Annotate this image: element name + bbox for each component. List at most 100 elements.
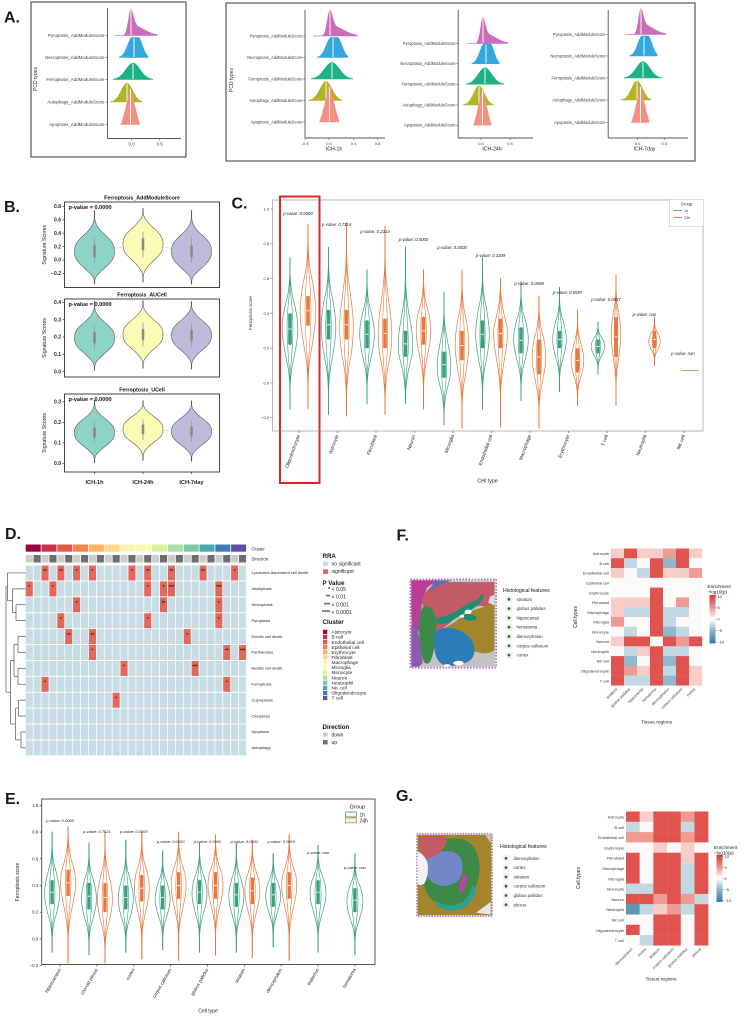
svg-text:p-value: 0.0000: p-value: 0.0000: [45, 818, 74, 823]
svg-text:p-value: nan: p-value: nan: [306, 850, 330, 855]
svg-text:**: **: [59, 568, 63, 573]
svg-text:cortex: cortex: [517, 653, 530, 658]
svg-text:plexus: plexus: [514, 902, 527, 907]
svg-text:**: **: [146, 568, 150, 573]
svg-text:0.0: 0.0: [54, 369, 61, 375]
svg-text:A.: A.: [4, 10, 20, 27]
svg-text:hippocampi: hippocampi: [517, 615, 539, 620]
svg-text:**: **: [43, 568, 47, 573]
svg-text:p-value: 0.0008: p-value: 0.0008: [513, 281, 544, 286]
svg-text:striatum: striatum: [517, 597, 533, 602]
svg-text:*: *: [123, 664, 125, 669]
svg-text:***: ***: [192, 664, 198, 669]
svg-text:−10: −10: [718, 640, 724, 644]
svg-text:Apoptosis_AddModuleScore: Apoptosis_AddModuleScore: [554, 120, 606, 125]
svg-text:Monocyte: Monocyte: [592, 629, 609, 634]
svg-text:Oxeiptosis: Oxeiptosis: [252, 713, 271, 718]
svg-text:Lysosome-dependent cell death: Lysosome-dependent cell death: [252, 570, 309, 575]
svg-text:Ferroptosis_AUCell: Ferroptosis_AUCell: [117, 293, 167, 299]
svg-text:0.0: 0.0: [264, 380, 270, 385]
svg-text:significant: significant: [332, 569, 355, 575]
svg-text:Apoptosis: Apoptosis: [252, 729, 270, 734]
svg-text:Signature Scores: Signature Scores: [42, 224, 48, 264]
svg-text:Cell.types: Cell.types: [573, 606, 579, 628]
svg-text:p-value: 0.3309: p-value: 0.3309: [475, 253, 506, 258]
svg-text:globus pallidus: globus pallidus: [514, 893, 544, 898]
svg-text:p-value: 0.0000: p-value: 0.0000: [398, 237, 429, 242]
svg-text:*: *: [163, 584, 165, 589]
svg-text:*: *: [131, 568, 133, 573]
svg-text:*: *: [28, 584, 30, 589]
svg-text:0.4: 0.4: [54, 231, 61, 237]
svg-text:p-value: 0.7114: p-value: 0.7114: [321, 222, 352, 227]
svg-text:Ferroptosis_AddModuleScore: Ferroptosis_AddModuleScore: [552, 75, 607, 80]
svg-text:*: *: [147, 584, 149, 589]
svg-text:*: *: [226, 679, 228, 684]
svg-text:Pyroptosis_AddModuleScore: Pyroptosis_AddModuleScore: [250, 33, 304, 38]
svg-text:Necroptosis_AddModuleScore: Necroptosis_AddModuleScore: [45, 55, 105, 60]
svg-text:p-value: 0.7521: p-value: 0.7521: [82, 829, 111, 834]
svg-text:Autophagy_AddModuleScore: Autophagy_AddModuleScore: [402, 102, 456, 107]
svg-text:0.2: 0.2: [264, 346, 270, 351]
svg-text:p-value: 0.0041: p-value: 0.0041: [230, 839, 259, 844]
svg-text:p-value: 0.0000: p-value: 0.0000: [156, 839, 185, 844]
svg-text:0.0: 0.0: [635, 141, 641, 146]
svg-text:Cell type: Cell type: [198, 1009, 218, 1015]
svg-text:Epithelial cell: Epithelial cell: [586, 580, 609, 585]
svg-text:5: 5: [725, 866, 727, 870]
svg-text:10: 10: [725, 855, 729, 859]
svg-text:ICH-1h: ICH-1h: [85, 480, 104, 486]
svg-text:p-value: nan: p-value: nan: [632, 312, 657, 317]
svg-text:Pyroptosis_AddModuleScore: Pyroptosis_AddModuleScore: [48, 33, 105, 38]
svg-text:0.2: 0.2: [32, 910, 39, 915]
svg-text:B cell: B cell: [614, 825, 624, 830]
svg-text:Ferroptosis_AddModuleScore: Ferroptosis_AddModuleScore: [248, 76, 303, 81]
svg-text:p-value = 0.0000: p-value = 0.0000: [69, 397, 112, 403]
svg-text:Group: Group: [350, 805, 366, 811]
svg-text:Oligodendrocyte: Oligodendrocyte: [596, 928, 624, 933]
svg-text:Entotic cell death: Entotic cell death: [252, 634, 282, 639]
svg-text:Autophagy_AddModuleScore: Autophagy_AddModuleScore: [552, 97, 606, 102]
svg-text:*: *: [92, 648, 94, 653]
svg-text:NK cell: NK cell: [597, 659, 609, 664]
svg-text:Cell type: Cell type: [477, 479, 497, 485]
svg-text:p-value: 0.0537: p-value: 0.0537: [590, 297, 621, 302]
svg-text:Autophagy_AddModuleScore: Autophagy_AddModuleScore: [47, 99, 105, 104]
svg-text:Microglia: Microglia: [608, 876, 624, 881]
svg-text:Autophagy: Autophagy: [252, 745, 271, 750]
svg-text:-0.4: -0.4: [302, 141, 310, 146]
svg-text:corpus callosum: corpus callosum: [514, 884, 546, 889]
svg-text:*: *: [76, 600, 78, 605]
svg-text:B cell: B cell: [599, 561, 609, 566]
svg-text:NK cell: NK cell: [612, 918, 624, 923]
svg-text:Necroptosis_AddModuleScore: Necroptosis_AddModuleScore: [400, 61, 456, 66]
svg-text:*: *: [60, 616, 62, 621]
svg-text:1h: 1h: [684, 209, 688, 213]
svg-text:0.6: 0.6: [32, 856, 39, 861]
svg-text:Astrocyte: Astrocyte: [332, 630, 352, 636]
svg-text:Histological features: Histological features: [500, 844, 547, 850]
svg-text:Group: Group: [681, 202, 693, 207]
svg-text:0.1: 0.1: [54, 441, 61, 447]
svg-text:−0.2: −0.2: [261, 415, 270, 420]
svg-text:T cell: T cell: [600, 434, 610, 447]
svg-text:C.: C.: [232, 196, 248, 213]
svg-text:0.4: 0.4: [32, 883, 39, 888]
svg-text:Neuron: Neuron: [406, 434, 417, 451]
svg-text:***: ***: [216, 584, 222, 589]
svg-text:24h: 24h: [360, 818, 369, 824]
svg-text:Necroptosis_AddModuleScore: Necroptosis_AddModuleScore: [550, 53, 606, 58]
svg-text:0.2: 0.2: [54, 335, 61, 341]
svg-text:Endothelial cell: Endothelial cell: [583, 571, 609, 576]
svg-text:p-value: nan: p-value: nan: [343, 865, 367, 870]
svg-text:***: ***: [240, 648, 246, 653]
svg-text:NK cell: NK cell: [676, 434, 687, 450]
svg-text:Oligodendrocyte: Oligodendrocyte: [581, 669, 609, 674]
svg-text:cortex: cortex: [636, 947, 647, 958]
svg-text:0.8: 0.8: [264, 241, 270, 246]
svg-text:T cell: T cell: [332, 696, 343, 702]
svg-text:PCD types: PCD types: [33, 67, 39, 91]
svg-text:< 0.05: < 0.05: [332, 587, 347, 593]
svg-text:Pyroptosis_AddModuleScore: Pyroptosis_AddModuleScore: [553, 32, 607, 37]
svg-text:plexus: plexus: [691, 947, 703, 959]
